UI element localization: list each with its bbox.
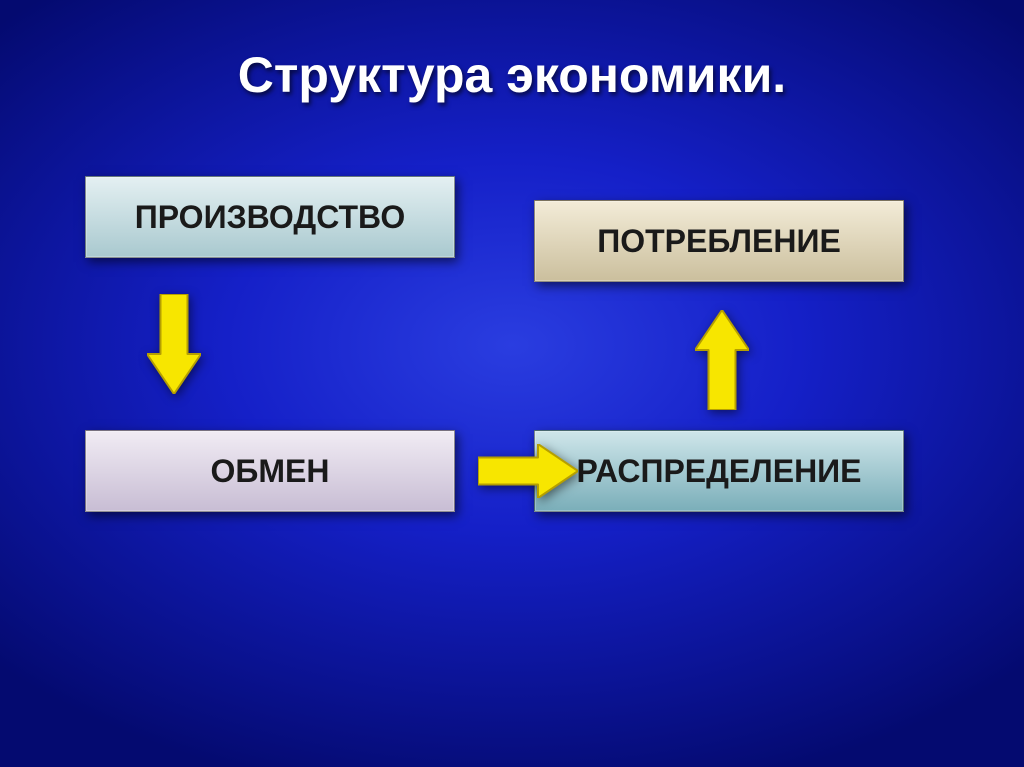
node-consumption-label: ПОТРЕБЛЕНИЕ [597,223,841,260]
node-consumption: ПОТРЕБЛЕНИЕ [534,200,904,282]
arrow-right-icon [478,444,578,498]
node-distribution: РАСПРЕДЕЛЕНИЕ [534,430,904,512]
arrow-down-icon [147,294,201,394]
arrow-up-icon [695,310,749,410]
node-distribution-label: РАСПРЕДЕЛЕНИЕ [576,453,861,490]
node-exchange-label: ОБМЕН [211,453,330,490]
node-production-label: ПРОИЗВОДСТВО [135,199,406,236]
node-production: ПРОИЗВОДСТВО [85,176,455,258]
slide-title: Структура экономики. [0,46,1024,104]
node-exchange: ОБМЕН [85,430,455,512]
